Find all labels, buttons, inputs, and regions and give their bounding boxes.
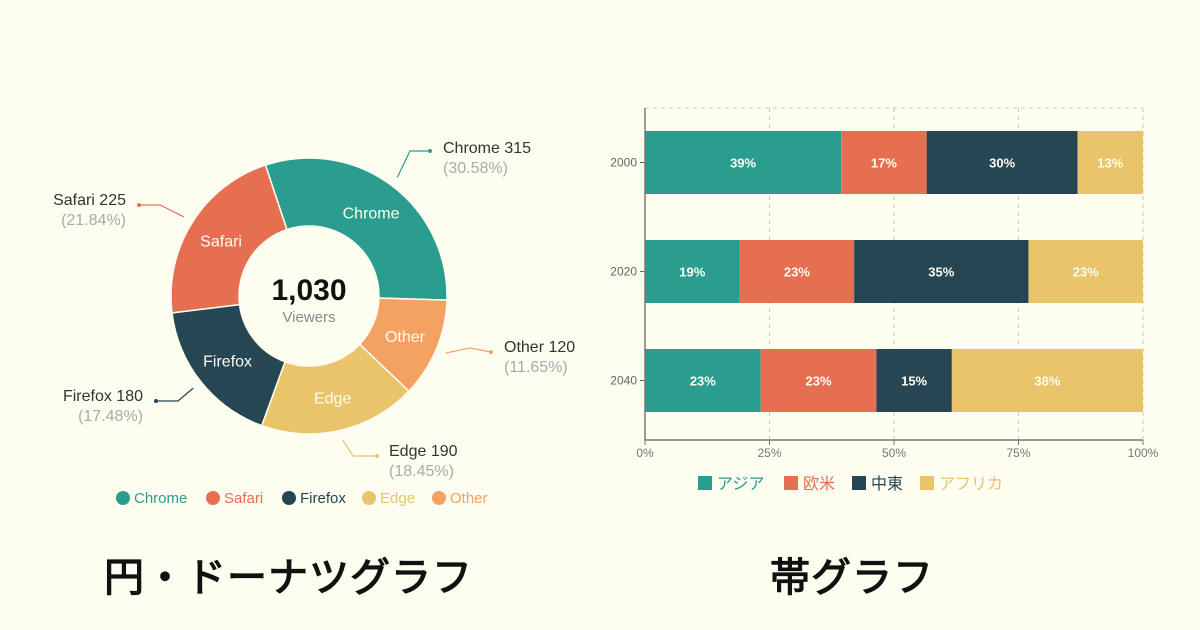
legend-swatch-icon	[206, 491, 220, 505]
legend-item-1[interactable]: アジア	[698, 474, 764, 493]
svg-text:Other: Other	[450, 490, 488, 507]
y-tick-label: 2020	[610, 265, 637, 279]
slice-inner-label: Chrome	[343, 206, 400, 223]
svg-text:中東: 中東	[871, 474, 903, 493]
svg-text:23%: 23%	[1073, 265, 1099, 280]
svg-text:Chrome: Chrome	[134, 490, 187, 507]
legend-swatch-icon	[282, 491, 296, 505]
svg-text:38%: 38%	[1034, 374, 1060, 389]
bar-row-2020: 19% 23% 35% 23%	[645, 240, 1143, 303]
legend-item-3[interactable]: 中東	[852, 474, 903, 493]
bar-segment[interactable]: 19%	[645, 240, 740, 303]
legend-swatch-icon	[920, 476, 934, 490]
svg-text:Edge 190: Edge 190	[389, 443, 458, 460]
slice-inner-label: Safari	[200, 233, 242, 250]
slice-outer-label-chrome: Chrome 315 (30.58%)	[396, 140, 531, 178]
svg-text:アフリカ: アフリカ	[939, 474, 1003, 493]
slice-outer-label-edge: Edge 190 (18.45%)	[342, 439, 458, 480]
svg-text:(30.58%): (30.58%)	[443, 160, 508, 177]
y-tick-label: 2000	[610, 156, 637, 170]
bar-segment[interactable]: 23%	[1028, 240, 1143, 303]
bar-row-2000: 39% 17% 30% 13%	[645, 131, 1143, 194]
svg-text:17%: 17%	[871, 156, 897, 171]
svg-text:35%: 35%	[928, 265, 954, 280]
legend-item-safari[interactable]: Safari	[206, 490, 263, 507]
x-tick-label: 75%	[1006, 446, 1030, 460]
legend-swatch-icon	[852, 476, 866, 490]
bar-segment[interactable]: 23%	[739, 240, 855, 303]
svg-text:Chrome 315: Chrome 315	[443, 140, 531, 157]
bar-segment[interactable]: 17%	[841, 131, 927, 194]
legend-swatch-icon	[432, 491, 446, 505]
donut-chart-title: 円・ドーナツグラフ	[104, 555, 473, 601]
bar-segment[interactable]: 23%	[760, 349, 877, 412]
svg-text:Safari 225: Safari 225	[53, 192, 126, 209]
y-tick-label: 2040	[610, 374, 637, 388]
slice-outer-label-other: Other 120 (11.65%)	[445, 339, 575, 376]
bar-segment[interactable]: 13%	[1077, 131, 1143, 194]
bar-segment[interactable]: 39%	[645, 131, 842, 194]
svg-text:欧米: 欧米	[803, 474, 835, 493]
x-tick-label: 0%	[636, 446, 654, 460]
legend-item-4[interactable]: アフリカ	[920, 474, 1003, 493]
bar-segment[interactable]: 15%	[876, 349, 952, 412]
svg-text:30%: 30%	[989, 156, 1015, 171]
slice-inner-label: Other	[385, 329, 426, 346]
svg-text:Other 120: Other 120	[504, 339, 575, 356]
donut-chart: Chrome Chrome 315 (30.58%) Other Other 120 (1…	[53, 140, 575, 507]
svg-text:Edge: Edge	[380, 490, 415, 507]
bar-segment[interactable]: 30%	[926, 131, 1078, 194]
svg-text:(21.84%): (21.84%)	[61, 212, 126, 229]
x-tick-label: 25%	[757, 446, 781, 460]
svg-text:39%: 39%	[730, 156, 756, 171]
svg-text:Firefox: Firefox	[300, 490, 346, 507]
svg-text:(11.65%): (11.65%)	[504, 359, 568, 376]
donut-center-caption: Viewers	[282, 309, 335, 326]
bar-segment[interactable]: 23%	[645, 349, 761, 412]
legend-swatch-icon	[116, 491, 130, 505]
bar-chart-title: 帯グラフ	[770, 555, 934, 601]
legend-item-firefox[interactable]: Firefox	[282, 490, 346, 507]
donut-legend: Chrome Safari Firefox Edge Other	[116, 490, 488, 507]
legend-item-chrome[interactable]: Chrome	[116, 490, 187, 507]
donut-slice-chrome[interactable]: Chrome	[264, 157, 448, 301]
legend-swatch-icon	[362, 491, 376, 505]
donut-center-value: 1,030	[271, 274, 346, 307]
donut-slice-safari[interactable]: Safari	[170, 164, 288, 314]
bar-segment[interactable]: 35%	[854, 240, 1029, 303]
svg-text:(18.45%): (18.45%)	[389, 463, 454, 480]
legend-item-other[interactable]: Other	[432, 490, 488, 507]
stacked-bar-chart: 39% 17% 30% 13% 2000 19% 23% 35% 23% 2020 23% 23% 15…	[610, 107, 1159, 493]
bar-grid	[645, 107, 1144, 440]
x-tick-label: 100%	[1128, 446, 1159, 460]
svg-text:23%: 23%	[690, 374, 716, 389]
svg-text:アジア: アジア	[717, 474, 764, 493]
slice-inner-label: Firefox	[203, 354, 252, 371]
donut-slice-edge[interactable]: Edge	[260, 343, 410, 435]
svg-text:Safari: Safari	[224, 490, 263, 507]
slice-outer-label-firefox: Firefox 180 (17.48%)	[63, 387, 194, 425]
svg-text:15%: 15%	[901, 374, 927, 389]
svg-text:(17.48%): (17.48%)	[78, 408, 143, 425]
bar-legend: アジア 欧米 中東 アフリカ	[698, 474, 1003, 493]
legend-item-2[interactable]: 欧米	[784, 474, 835, 493]
legend-swatch-icon	[698, 476, 712, 490]
slice-outer-label-safari: Safari 225 (21.84%)	[53, 192, 185, 229]
svg-text:23%: 23%	[806, 374, 832, 389]
bar-row-2040: 23% 23% 15% 38%	[645, 349, 1143, 412]
svg-text:13%: 13%	[1097, 156, 1123, 171]
legend-item-edge[interactable]: Edge	[362, 490, 415, 507]
x-tick-label: 50%	[882, 446, 906, 460]
legend-swatch-icon	[784, 476, 798, 490]
slice-inner-label: Edge	[314, 390, 351, 407]
svg-text:Firefox 180: Firefox 180	[63, 388, 143, 405]
bar-segment[interactable]: 38%	[951, 349, 1143, 412]
svg-text:19%: 19%	[679, 265, 705, 280]
svg-text:23%: 23%	[784, 265, 810, 280]
